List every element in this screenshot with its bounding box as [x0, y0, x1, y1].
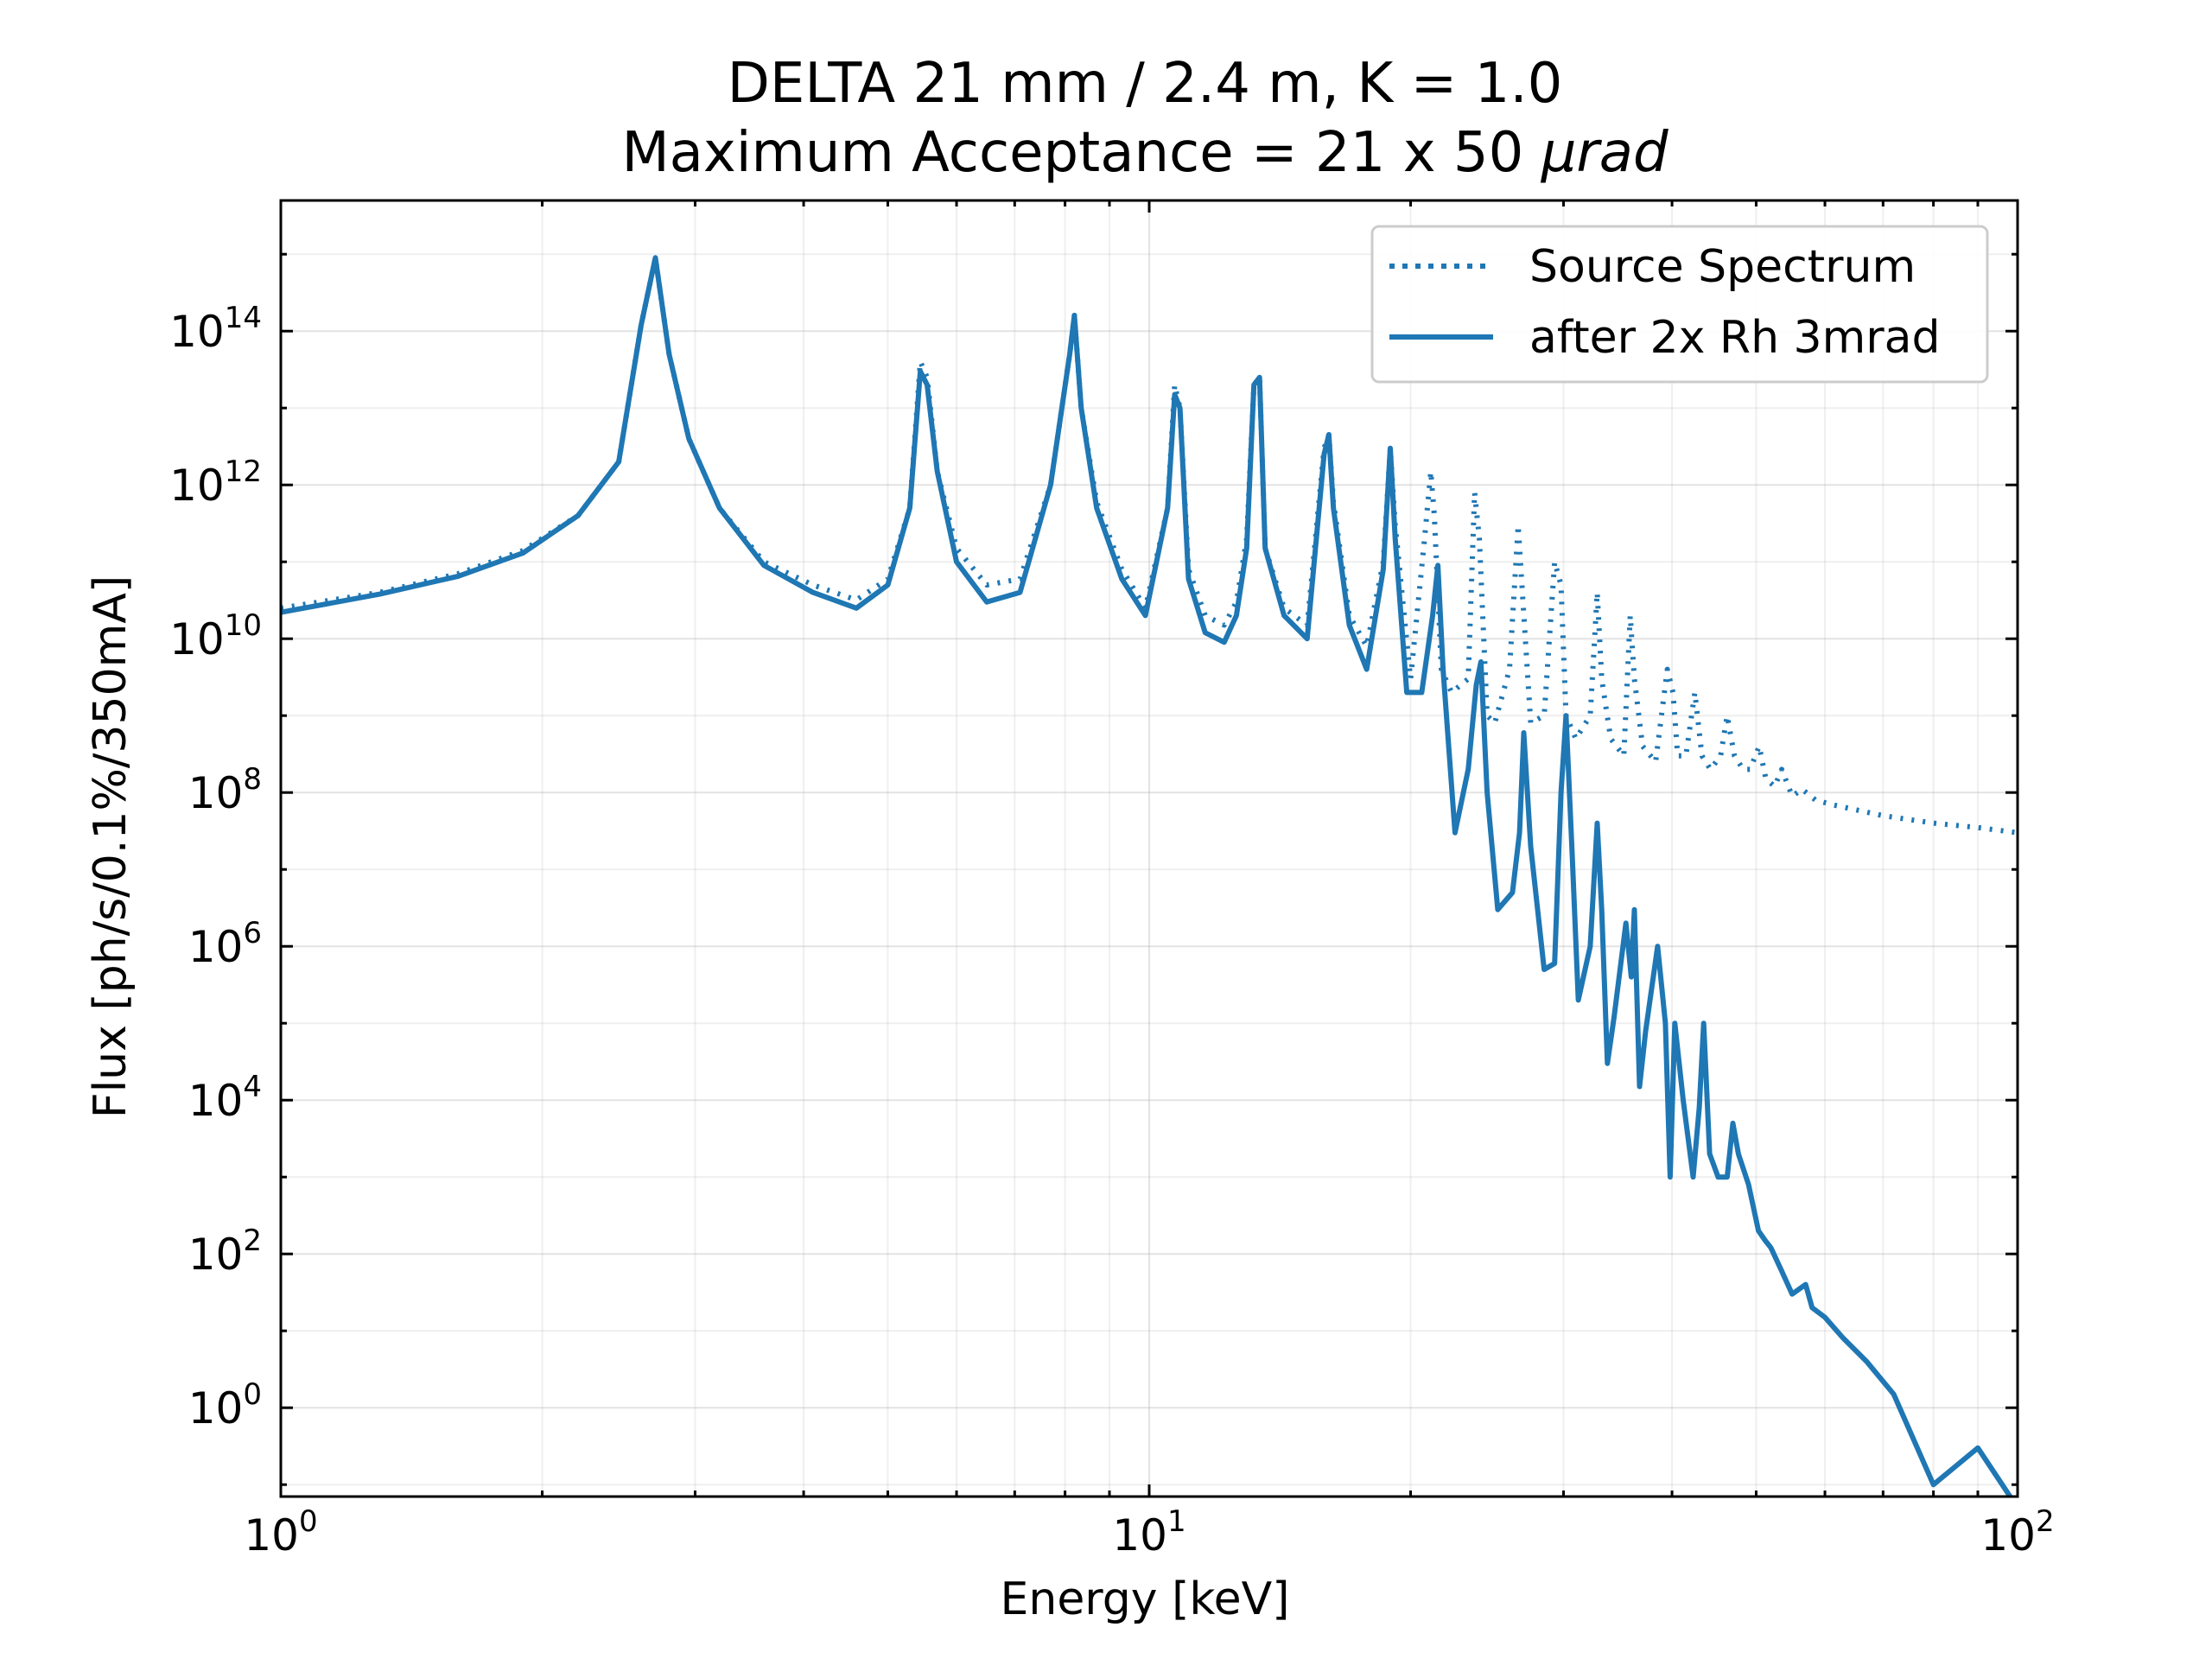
chart-title-line-2: Maximum Acceptance = 21 x 50 μrad — [621, 121, 1669, 185]
y-tick-label: 1014 — [169, 301, 262, 357]
y-axis-label: Flux [ph/s/0.1%/350mA] — [85, 575, 137, 1118]
y-tick-label: 108 — [188, 762, 262, 818]
series-layer — [281, 255, 2018, 1497]
axis-tick-labels: 100 101 102 100 102 104 106 108 1010 1012 1014 — [169, 301, 2055, 1560]
legend-label-after-rh: after 2x Rh 3mrad — [1529, 312, 1941, 364]
legend-box — [1370, 225, 1989, 384]
chart-title-line-2-prefix: Maximum Acceptance = 21 x 50 — [621, 121, 1541, 185]
y-tick-label: 1010 — [169, 608, 262, 664]
legend: Source Spectrum after 2x Rh 3mrad — [1370, 225, 1989, 384]
y-tick-label: 104 — [188, 1070, 262, 1126]
x-tick-label: 101 — [1112, 1504, 1185, 1560]
series-after-rh-mirrors — [281, 255, 2013, 1497]
x-axis-label: Energy [keV] — [1001, 1573, 1290, 1625]
chart-title-line-1: DELTA 21 mm / 2.4 m, K = 1.0 — [728, 52, 1563, 116]
chart-title-line-2-unit: μrad — [1541, 121, 1669, 185]
y-tick-label: 106 — [188, 916, 262, 972]
y-tick-label: 1012 — [169, 454, 262, 511]
y-tick-label: 102 — [188, 1224, 262, 1280]
grid-lines — [280, 200, 2018, 1497]
x-tick-label: 100 — [244, 1504, 317, 1560]
x-tick-label: 102 — [1980, 1504, 2054, 1560]
legend-label-source-spectrum: Source Spectrum — [1529, 241, 1916, 293]
axis-ticks — [279, 200, 2018, 1497]
y-tick-label: 100 — [188, 1377, 262, 1433]
series-source-spectrum — [281, 255, 2018, 836]
